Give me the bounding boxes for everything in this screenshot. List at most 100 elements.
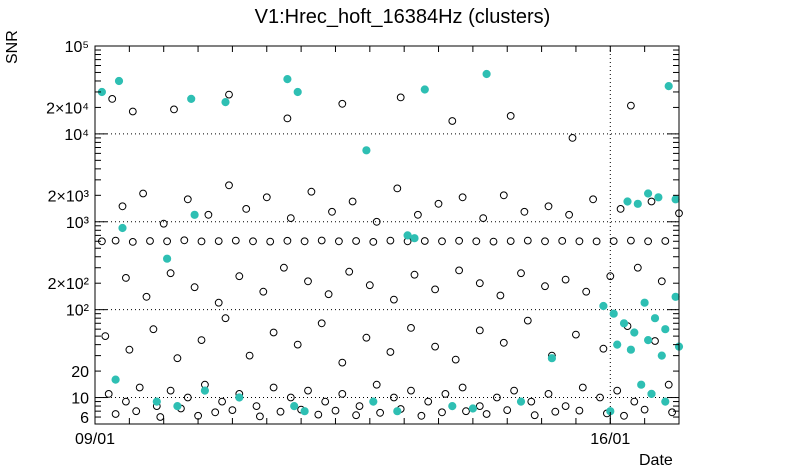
data-point-filled (637, 380, 646, 389)
data-point-open (386, 236, 395, 245)
data-point-open (328, 207, 336, 216)
data-point-open (407, 386, 415, 395)
data-point-open (578, 383, 587, 392)
data-point-open (139, 189, 148, 198)
data-point-open (122, 274, 130, 282)
data-point-open (390, 393, 398, 402)
axis-ticks: 09/01 16/01 6 10 20 2×10² 10² 2×10³ 10³ 2×10⁴ 10⁴ 1… (46, 39, 680, 448)
data-point-open (434, 199, 443, 208)
data-point-open (146, 237, 154, 245)
y-tick-label: 2×10² (48, 276, 90, 293)
y-tick-label: 6 (80, 410, 89, 427)
data-point-filled (118, 223, 127, 233)
data-point-open (475, 326, 484, 335)
data-point-open (211, 408, 220, 417)
data-point-open (493, 393, 501, 402)
data-point-open (414, 210, 422, 219)
x-axis-label: Date (639, 452, 673, 469)
data-point-filled (187, 94, 196, 104)
data-point-filled (293, 87, 302, 97)
data-point-filled (403, 231, 412, 240)
data-point-filled (633, 199, 642, 208)
y-tick-label: 10⁵ (65, 39, 89, 56)
data-point-open (482, 410, 491, 418)
data-point-open (390, 295, 398, 304)
data-point-filled (516, 397, 526, 406)
data-point-open (338, 99, 347, 108)
x-tick-label: 16/01 (590, 431, 630, 448)
data-point-open (372, 217, 381, 226)
data-point-open (218, 397, 227, 406)
y-tick-label: 20 (71, 364, 89, 381)
data-point-open (300, 237, 309, 246)
data-point-open (266, 237, 275, 246)
data-point-open (293, 340, 302, 349)
data-point-open (664, 380, 673, 389)
data-point-open (372, 380, 381, 389)
data-point-open (589, 195, 597, 204)
data-point-open (523, 316, 532, 325)
data-point-open (657, 277, 666, 286)
data-point-open (242, 205, 251, 213)
data-point-filled (661, 325, 670, 334)
data-point-open (640, 405, 649, 414)
data-point-open (245, 351, 254, 360)
y-tick-label: 10³ (66, 215, 90, 232)
data-point-open (541, 237, 549, 246)
data-point-open (128, 238, 137, 246)
data-point-open (183, 195, 192, 204)
data-point-open (647, 197, 656, 206)
data-point-open (475, 279, 484, 288)
data-point-filled (644, 189, 653, 198)
data-point-open (417, 411, 426, 420)
data-point-filled (657, 351, 666, 360)
data-point-open (499, 338, 508, 347)
data-point-filled (613, 340, 622, 349)
data-point-open (510, 386, 518, 395)
data-point-open (317, 236, 326, 245)
data-point-filled (190, 210, 199, 219)
data-point-open (149, 325, 158, 334)
data-point-filled (290, 402, 299, 411)
data-point-open (551, 407, 560, 416)
data-point-open (214, 298, 223, 307)
data-point-filled (664, 82, 673, 91)
data-point-open (475, 402, 484, 411)
data-point-filled (671, 292, 680, 301)
data-point-open (125, 345, 134, 354)
data-point-open (252, 402, 261, 411)
data-point-open (104, 390, 113, 398)
data-point-open (259, 287, 268, 296)
data-point-open (448, 117, 457, 125)
data-point-open (331, 406, 340, 415)
data-point-open (135, 383, 144, 392)
data-point-filled (647, 389, 656, 398)
data-point-open (568, 134, 577, 142)
data-point-open (122, 397, 130, 406)
data-point-filled (650, 314, 660, 323)
y-tick-label: 2×10³ (48, 188, 90, 205)
data-point-open (214, 237, 223, 246)
data-point-filled (300, 407, 309, 416)
data-point-open (572, 330, 580, 339)
data-point-open (458, 383, 467, 392)
data-point-filled (393, 407, 402, 416)
data-point-open (286, 214, 295, 223)
data-point-open (173, 354, 182, 363)
data-point-open (256, 412, 264, 421)
y-tick-label: 10² (66, 303, 90, 320)
data-point-open (544, 390, 553, 398)
chart-title: V1:Hrec_hoft_16384Hz (clusters) (254, 6, 551, 28)
data-point-open (132, 407, 141, 416)
data-point-filled (448, 402, 457, 411)
data-point-open (283, 114, 292, 123)
data-point-filled (362, 146, 371, 155)
data-point-open (286, 393, 295, 402)
plot-frame (94, 45, 680, 425)
y-tick-label: 10 (71, 391, 89, 408)
data-point-open (128, 107, 137, 116)
data-point-open (627, 101, 635, 110)
data-point-open (627, 236, 635, 245)
data-point-open (304, 277, 312, 286)
